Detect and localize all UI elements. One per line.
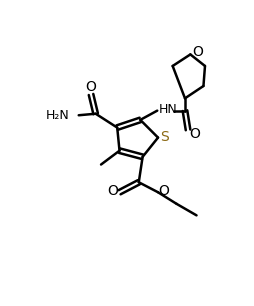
Text: S: S: [160, 130, 169, 144]
Text: HN: HN: [158, 103, 177, 116]
Text: O: O: [85, 80, 95, 94]
Text: O: O: [191, 45, 202, 59]
Text: O: O: [158, 185, 169, 199]
Text: H₂N: H₂N: [45, 109, 69, 122]
Text: O: O: [107, 185, 118, 199]
Text: O: O: [188, 127, 199, 141]
